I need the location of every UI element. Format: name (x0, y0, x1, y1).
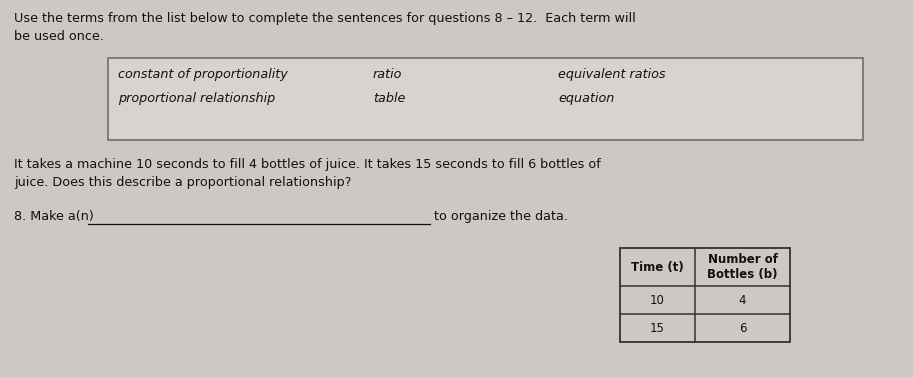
Text: Use the terms from the list below to complete the sentences for questions 8 – 12: Use the terms from the list below to com… (14, 12, 635, 25)
Text: equation: equation (558, 92, 614, 105)
Text: Time (t): Time (t) (631, 261, 684, 273)
Text: constant of proportionality: constant of proportionality (118, 68, 288, 81)
Text: Number of
Bottles (b): Number of Bottles (b) (708, 253, 778, 281)
Text: 10: 10 (650, 294, 665, 307)
Text: proportional relationship: proportional relationship (118, 92, 275, 105)
Text: table: table (373, 92, 405, 105)
Text: 15: 15 (650, 322, 665, 334)
Text: It takes a machine 10 seconds to fill 4 bottles of juice. It takes 15 seconds to: It takes a machine 10 seconds to fill 4 … (14, 158, 601, 171)
Text: 4: 4 (739, 294, 746, 307)
Text: ratio: ratio (373, 68, 403, 81)
Text: juice. Does this describe a proportional relationship?: juice. Does this describe a proportional… (14, 176, 352, 189)
Bar (620, 248, 790, 342)
Bar (108, 58, 863, 140)
Text: 6: 6 (739, 322, 746, 334)
Text: to organize the data.: to organize the data. (434, 210, 568, 223)
Text: be used once.: be used once. (14, 30, 104, 43)
Text: equivalent ratios: equivalent ratios (558, 68, 666, 81)
Text: 8. Make a(n): 8. Make a(n) (14, 210, 98, 223)
